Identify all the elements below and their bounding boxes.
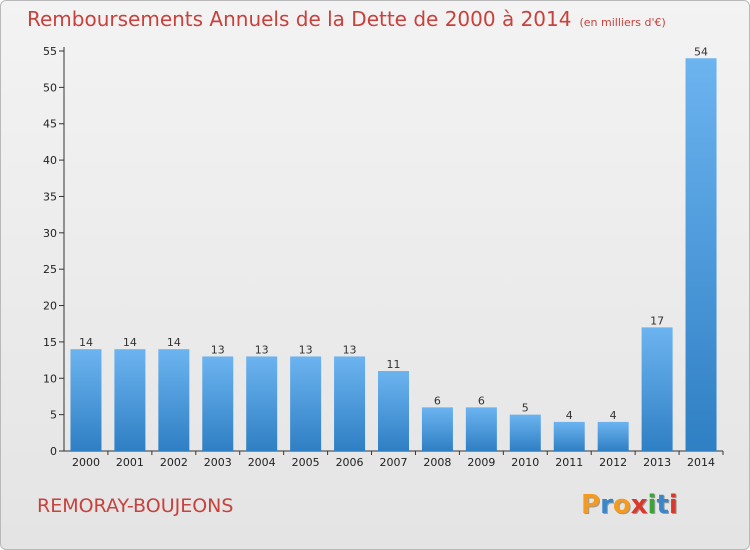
x-tick-label-2007: 2007 [380, 456, 408, 469]
y-tick-label: 35 [43, 190, 57, 203]
value-label-2008: 6 [434, 394, 441, 407]
x-tick-label-2002: 2002 [160, 456, 188, 469]
y-tick-label: 20 [43, 300, 57, 313]
y-tick-label: 40 [43, 154, 57, 167]
bar-2009 [465, 407, 497, 451]
logo-letter: o [612, 490, 631, 520]
x-tick-label-2004: 2004 [248, 456, 276, 469]
logo-letter: t [656, 490, 669, 520]
x-tick-label-2006: 2006 [336, 456, 364, 469]
value-label-2000: 14 [79, 336, 93, 349]
bar-2010 [509, 414, 541, 451]
value-label-2001: 14 [123, 336, 137, 349]
bar-2008 [421, 407, 453, 451]
value-label-2006: 13 [343, 343, 357, 356]
x-tick-label-2001: 2001 [116, 456, 144, 469]
bar-2005 [290, 356, 322, 451]
x-tick-label-2014: 2014 [687, 456, 715, 469]
bar-2000 [70, 349, 102, 451]
x-tick-label-2013: 2013 [643, 456, 671, 469]
value-label-2009: 6 [478, 394, 485, 407]
x-tick-label-2009: 2009 [467, 456, 495, 469]
y-tick-label: 10 [43, 372, 57, 385]
bar-2007 [378, 371, 409, 451]
y-tick-label: 45 [43, 118, 57, 131]
y-tick-label: 30 [43, 227, 57, 240]
x-tick-label-2000: 2000 [72, 456, 100, 469]
bar-2012 [597, 421, 629, 451]
y-tick-label: 50 [43, 81, 57, 94]
bar-2013 [641, 327, 673, 451]
bar-2002 [158, 349, 190, 451]
bar-2001 [114, 349, 146, 451]
y-tick-label: 5 [50, 409, 57, 422]
value-label-2003: 13 [211, 343, 225, 356]
x-tick-label-2011: 2011 [555, 456, 583, 469]
bar-2014 [685, 58, 717, 451]
value-label-2013: 17 [650, 314, 664, 327]
logo-letter: i [647, 490, 657, 520]
commune-name: REMORAY-BOUJEONS [37, 495, 234, 517]
chart-title: Remboursements Annuels de la Dette de 20… [27, 7, 666, 31]
value-label-2005: 13 [299, 343, 313, 356]
x-tick-label-2008: 2008 [423, 456, 451, 469]
value-label-2004: 13 [255, 343, 269, 356]
value-label-2002: 14 [167, 336, 181, 349]
title-unit: (en milliers d'€) [579, 16, 666, 29]
x-tick-label-2003: 2003 [204, 456, 232, 469]
value-label-2007: 11 [387, 358, 401, 371]
value-label-2010: 5 [522, 402, 529, 415]
bar-2011 [553, 421, 585, 451]
x-tick-label-2005: 2005 [292, 456, 320, 469]
x-tick-label-2012: 2012 [599, 456, 627, 469]
logo-letter: i [668, 490, 678, 520]
logo-letter: x [630, 490, 648, 520]
logo-letter: r [600, 490, 613, 520]
bar-2003 [202, 356, 234, 451]
logo-letter: P [581, 490, 601, 520]
value-label-2014: 54 [694, 45, 708, 58]
title-main: Remboursements Annuels de la Dette de 20… [27, 7, 572, 31]
y-tick-label: 0 [50, 445, 57, 458]
value-label-2012: 4 [610, 409, 617, 422]
value-label-2011: 4 [566, 409, 573, 422]
bar-2006 [334, 356, 366, 451]
bar-2004 [246, 356, 278, 451]
x-tick-label-2010: 2010 [511, 456, 539, 469]
y-tick-label: 55 [43, 45, 57, 58]
y-tick-label: 25 [43, 263, 57, 276]
proxiti-logo[interactable]: Proxiti [581, 490, 678, 520]
y-tick-label: 15 [43, 336, 57, 349]
